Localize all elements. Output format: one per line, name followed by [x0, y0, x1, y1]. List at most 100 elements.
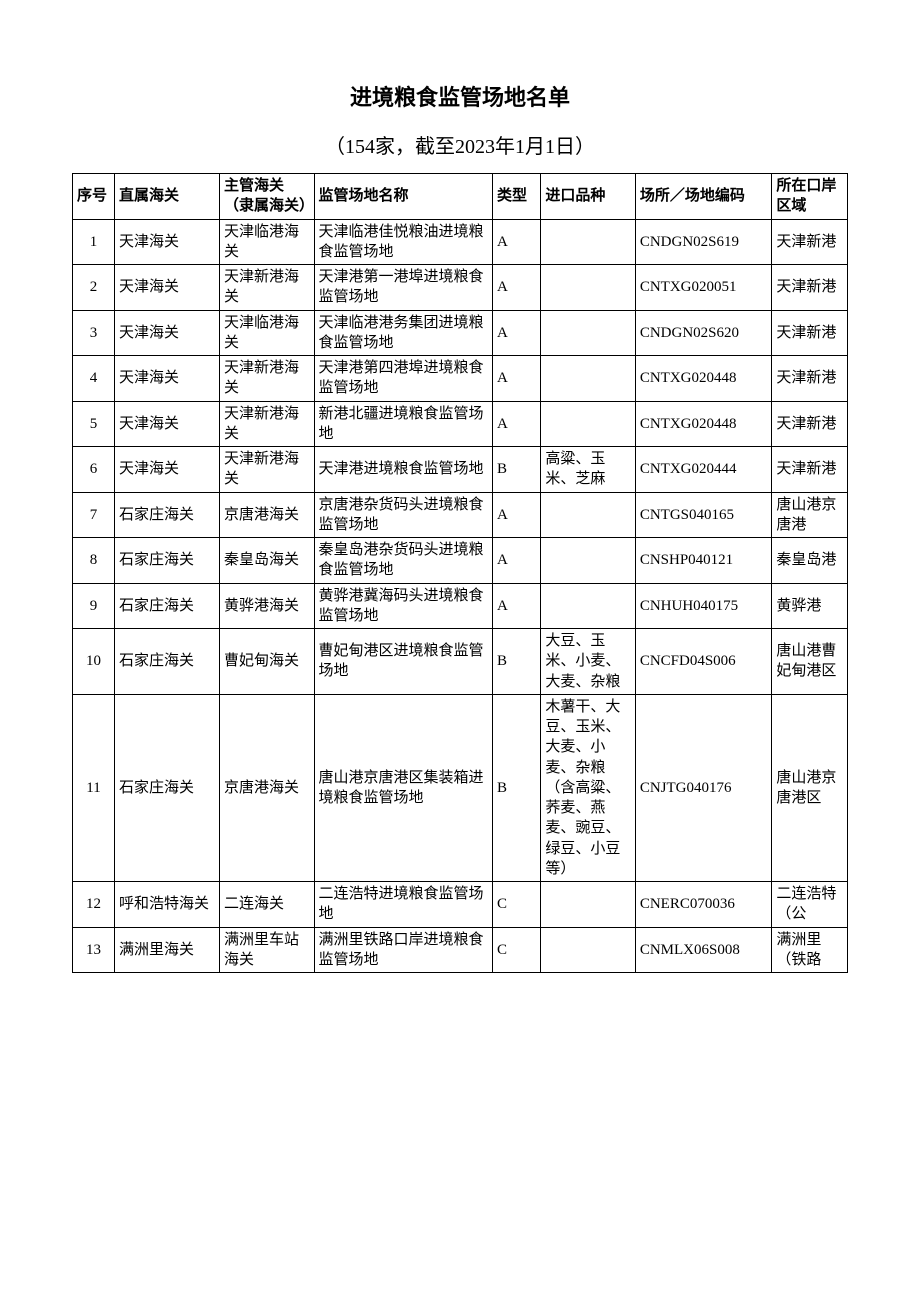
table-cell: A — [493, 492, 541, 538]
table-cell: CNDGN02S619 — [635, 219, 772, 265]
table-cell: 13 — [73, 927, 115, 973]
table-cell: 10 — [73, 629, 115, 695]
table-cell: 天津新港海关 — [220, 401, 315, 447]
table-cell: 天津临港海关 — [220, 219, 315, 265]
col-type: 类型 — [493, 174, 541, 220]
col-subcustoms: 主管海关（隶属海关） — [220, 174, 315, 220]
table-cell: CNTXG020448 — [635, 356, 772, 402]
table-cell: CNDGN02S620 — [635, 310, 772, 356]
table-row: 12呼和浩特海关二连海关二连浩特进境粮食监管场地CCNERC070036二连浩特… — [73, 882, 848, 928]
table-row: 3天津海关天津临港海关天津临港港务集团进境粮食监管场地ACNDGN02S620天… — [73, 310, 848, 356]
table-header-row: 序号 直属海关 主管海关（隶属海关） 监管场地名称 类型 进口品种 场所／场地编… — [73, 174, 848, 220]
table-cell: 天津临港海关 — [220, 310, 315, 356]
table-cell: 石家庄海关 — [115, 538, 220, 584]
table-body: 1天津海关天津临港海关天津临港佳悦粮油进境粮食监管场地ACNDGN02S619天… — [73, 219, 848, 973]
table-row: 11石家庄海关京唐港海关唐山港京唐港区集装箱进境粮食监管场地B木薯干、大豆、玉米… — [73, 694, 848, 881]
table-cell: B — [493, 629, 541, 695]
table-cell: A — [493, 401, 541, 447]
table-cell: B — [493, 694, 541, 881]
table-cell: 4 — [73, 356, 115, 402]
table-cell — [541, 401, 636, 447]
table-cell: 秦皇岛港 — [772, 538, 848, 584]
table-cell: CNTXG020448 — [635, 401, 772, 447]
table-cell: 6 — [73, 447, 115, 493]
table-row: 10石家庄海关曹妃甸海关曹妃甸港区进境粮食监管场地B大豆、玉米、小麦、大麦、杂粮… — [73, 629, 848, 695]
table-cell: 黄骅港 — [772, 583, 848, 629]
table-cell: 满洲里车站海关 — [220, 927, 315, 973]
table-cell: CNJTG040176 — [635, 694, 772, 881]
table-cell: CNTGS040165 — [635, 492, 772, 538]
table-cell: A — [493, 219, 541, 265]
table-cell: CNSHP040121 — [635, 538, 772, 584]
table-cell: 天津新港 — [772, 401, 848, 447]
table-cell: 曹妃甸海关 — [220, 629, 315, 695]
table-row: 9石家庄海关黄骅港海关黄骅港冀海码头进境粮食监管场地ACNHUH040175黄骅… — [73, 583, 848, 629]
col-index: 序号 — [73, 174, 115, 220]
table-cell: 大豆、玉米、小麦、大麦、杂粮 — [541, 629, 636, 695]
table-cell: 石家庄海关 — [115, 629, 220, 695]
table-cell: 7 — [73, 492, 115, 538]
table-cell: B — [493, 447, 541, 493]
table-row: 1天津海关天津临港海关天津临港佳悦粮油进境粮食监管场地A CNDGN02S619天… — [73, 219, 848, 265]
table-cell: 石家庄海关 — [115, 492, 220, 538]
table-cell: 天津新港 — [772, 310, 848, 356]
table-row: 6天津海关天津新港海关天津港进境粮食监管场地B高粱、玉米、芝麻CNTXG0204… — [73, 447, 848, 493]
table-cell: 二连浩特进境粮食监管场地 — [314, 882, 493, 928]
table-cell: 天津海关 — [115, 265, 220, 311]
table-row: 5天津海关天津新港海关新港北疆进境粮食监管场地ACNTXG020448天津新港 — [73, 401, 848, 447]
table-cell: CNHUH040175 — [635, 583, 772, 629]
table-cell: 天津临港佳悦粮油进境粮食监管场地 — [314, 219, 493, 265]
table-row: 7石家庄海关京唐港海关京唐港杂货码头进境粮食监管场地A CNTGS040165唐山… — [73, 492, 848, 538]
table-cell — [541, 219, 636, 265]
table-row: 2天津海关天津新港海关天津港第一港埠进境粮食监管场地ACNTXG020051天津… — [73, 265, 848, 311]
table-cell: A — [493, 310, 541, 356]
table-row: 8石家庄海关秦皇岛海关秦皇岛港杂货码头进境粮食监管场地ACNSHP040121秦… — [73, 538, 848, 584]
table-cell: C — [493, 882, 541, 928]
table-cell: CNMLX06S008 — [635, 927, 772, 973]
table-cell: 京唐港杂货码头进境粮食监管场地 — [314, 492, 493, 538]
table-cell: 唐山港京唐港区 — [772, 694, 848, 881]
table-cell: A — [493, 583, 541, 629]
table-cell: 石家庄海关 — [115, 583, 220, 629]
table-cell: 天津海关 — [115, 356, 220, 402]
table-cell: 天津新港 — [772, 219, 848, 265]
table-cell: 天津海关 — [115, 401, 220, 447]
table-cell: 天津港第四港埠进境粮食监管场地 — [314, 356, 493, 402]
table-cell: 3 — [73, 310, 115, 356]
table-cell: 京唐港海关 — [220, 492, 315, 538]
table-cell: 9 — [73, 583, 115, 629]
table-cell: 唐山港京唐港 — [772, 492, 848, 538]
table-cell: 二连浩特（公 — [772, 882, 848, 928]
table-cell: 1 — [73, 219, 115, 265]
table-cell: 天津港进境粮食监管场地 — [314, 447, 493, 493]
table-cell: 京唐港海关 — [220, 694, 315, 881]
table-cell: A — [493, 356, 541, 402]
table-cell: 天津海关 — [115, 219, 220, 265]
table-cell — [541, 265, 636, 311]
table-cell — [541, 927, 636, 973]
table-cell: 唐山港曹妃甸港区 — [772, 629, 848, 695]
table-row: 4天津海关天津新港海关天津港第四港埠进境粮食监管场地ACNTXG020448天津… — [73, 356, 848, 402]
table-cell — [541, 583, 636, 629]
page-subtitle: （154家，截至2023年1月1日） — [72, 130, 848, 159]
table-row: 13满洲里海关满洲里车站海关满洲里铁路口岸进境粮食监管场地CCNMLX06S00… — [73, 927, 848, 973]
table-cell — [541, 356, 636, 402]
page-title: 进境粮食监管场地名单 — [72, 80, 848, 112]
table-cell: 12 — [73, 882, 115, 928]
table-cell: C — [493, 927, 541, 973]
col-customs: 直属海关 — [115, 174, 220, 220]
table-cell: 秦皇岛海关 — [220, 538, 315, 584]
table-cell — [541, 882, 636, 928]
table-cell: A — [493, 538, 541, 584]
table-cell: 天津新港海关 — [220, 265, 315, 311]
table-cell: CNCFD04S006 — [635, 629, 772, 695]
table-cell: 秦皇岛港杂货码头进境粮食监管场地 — [314, 538, 493, 584]
table-cell: 唐山港京唐港区集装箱进境粮食监管场地 — [314, 694, 493, 881]
table-cell — [541, 492, 636, 538]
table-cell: 天津新港海关 — [220, 447, 315, 493]
table-cell: 天津海关 — [115, 310, 220, 356]
table-cell — [541, 538, 636, 584]
table-cell: CNTXG020051 — [635, 265, 772, 311]
sites-table: 序号 直属海关 主管海关（隶属海关） 监管场地名称 类型 进口品种 场所／场地编… — [72, 173, 848, 973]
col-site-name: 监管场地名称 — [314, 174, 493, 220]
